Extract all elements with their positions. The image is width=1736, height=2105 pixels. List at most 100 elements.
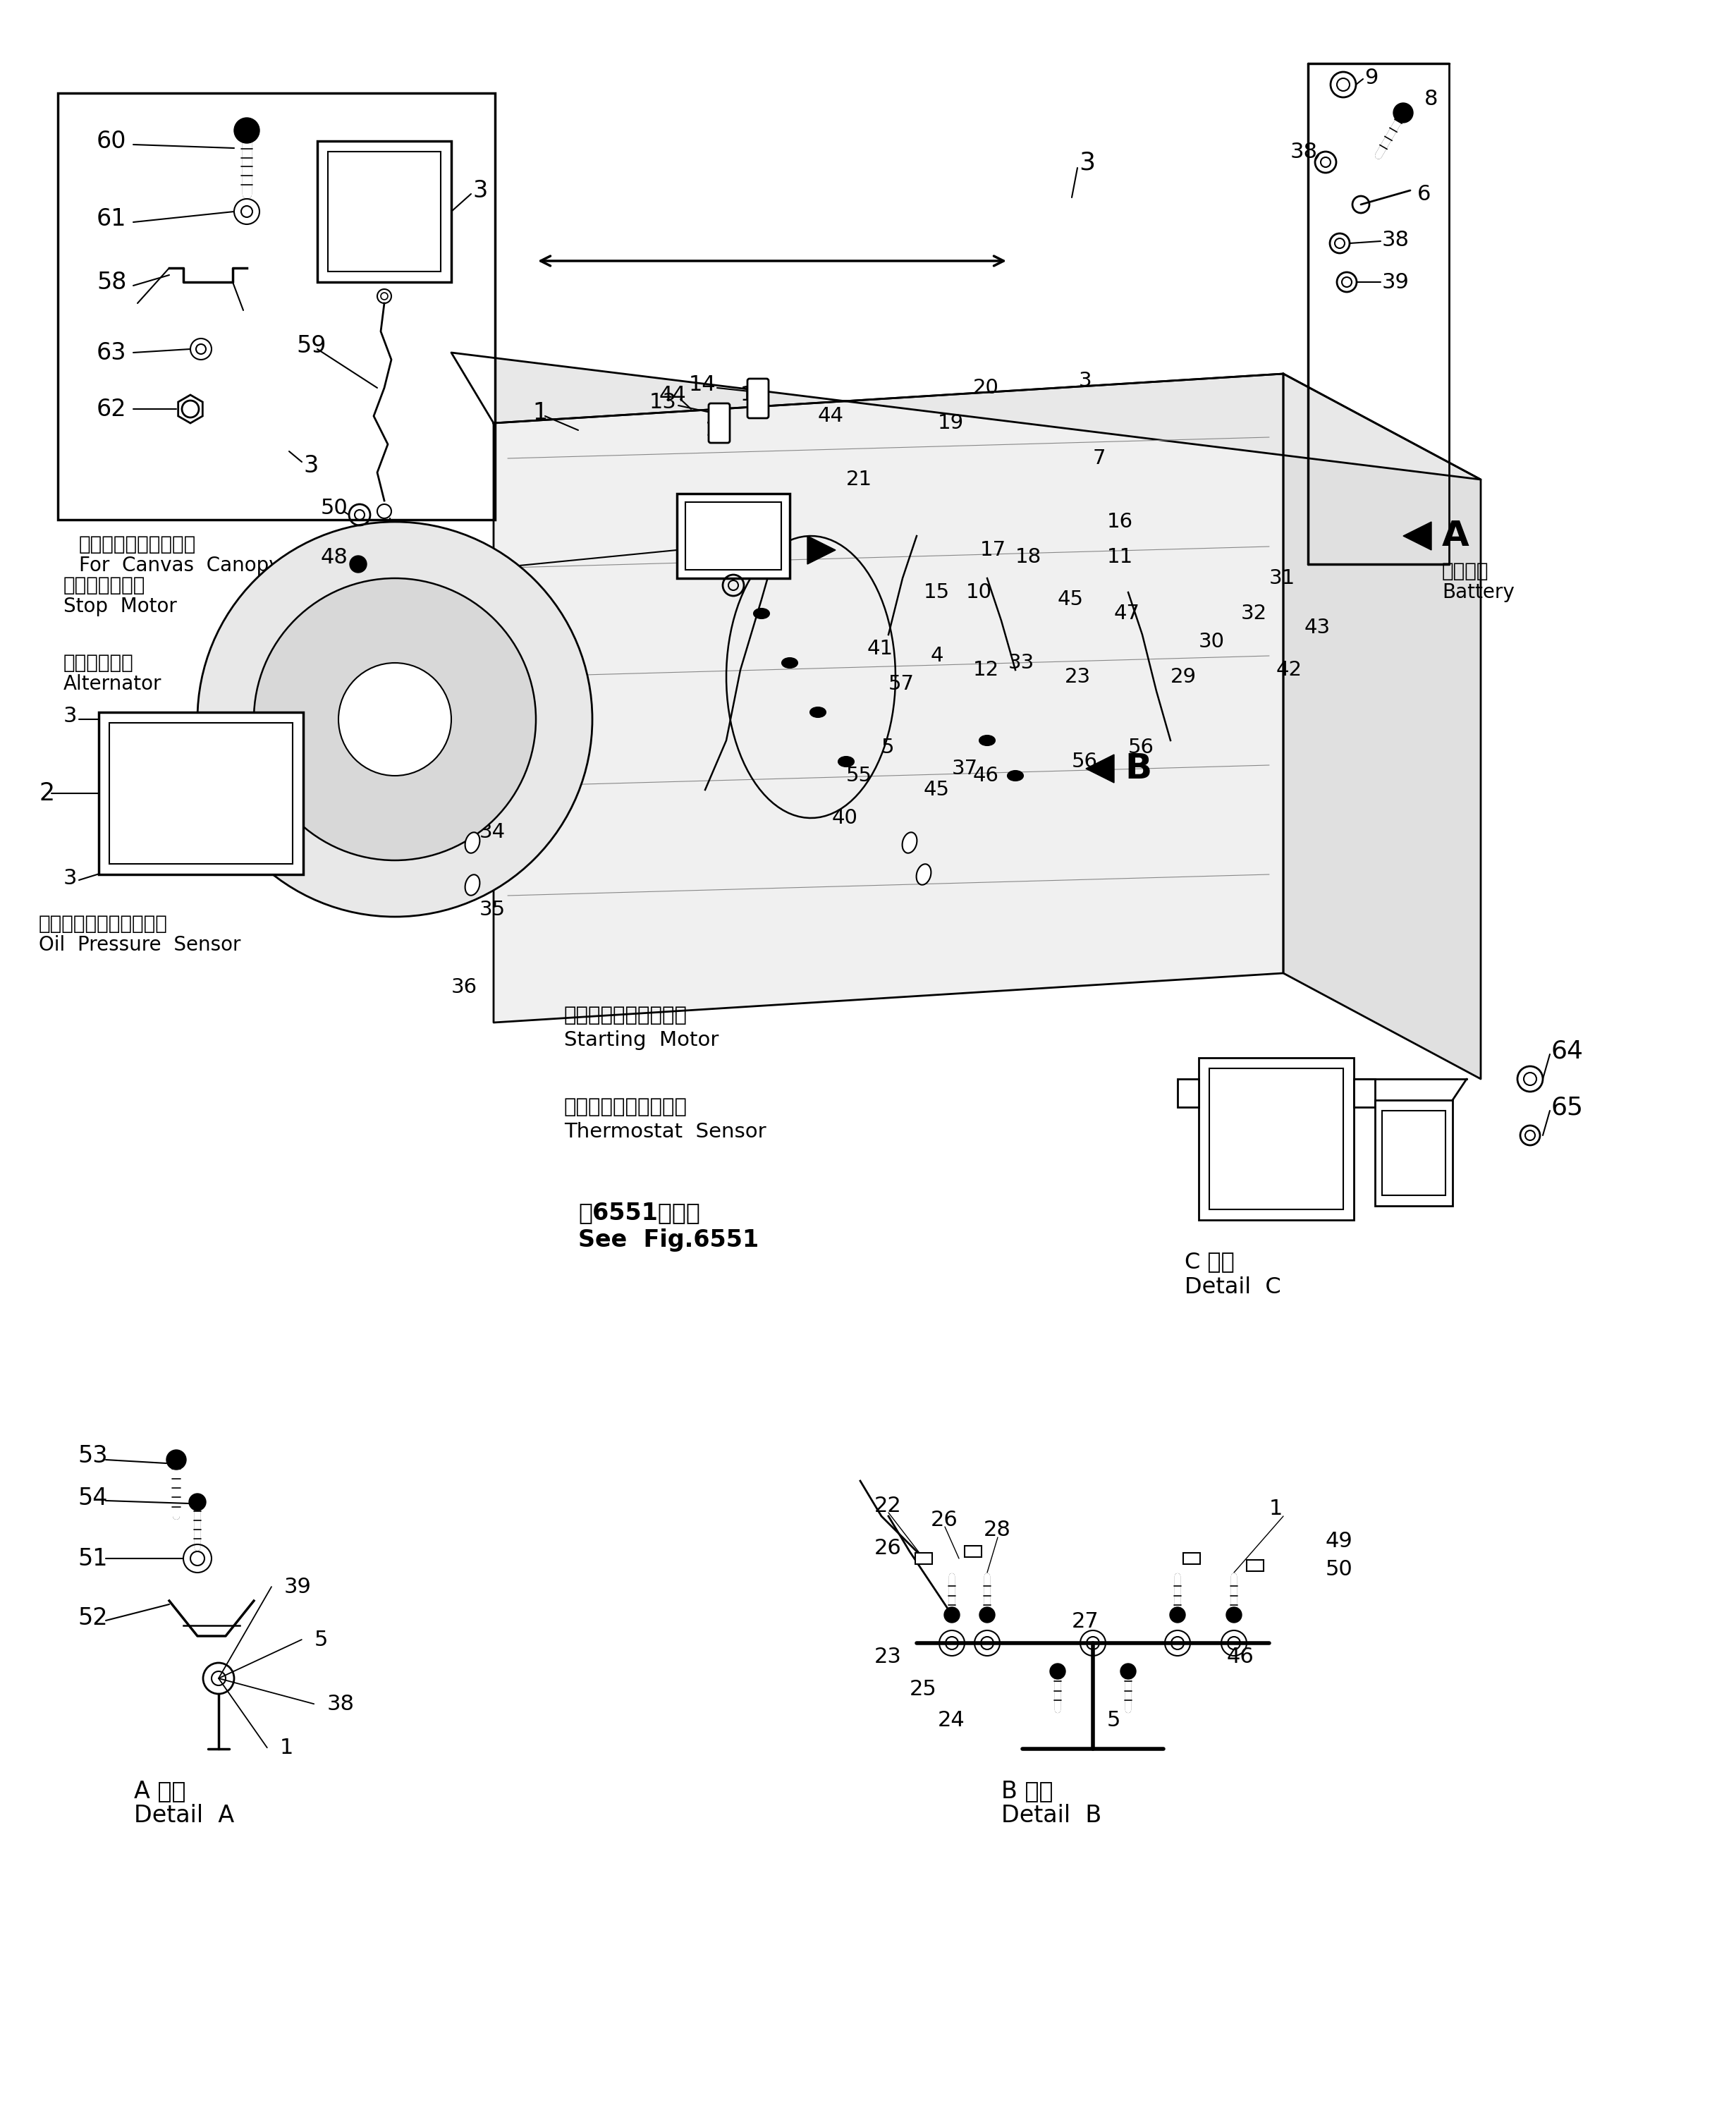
Text: 13: 13 xyxy=(649,392,677,413)
Text: 7: 7 xyxy=(1094,448,1106,467)
Text: 3: 3 xyxy=(64,867,76,888)
Bar xyxy=(915,1553,932,1564)
Text: 50: 50 xyxy=(321,497,349,518)
Ellipse shape xyxy=(1007,770,1023,781)
Text: 34: 34 xyxy=(479,823,505,842)
Text: 36: 36 xyxy=(451,977,477,998)
Text: Starting  Motor: Starting Motor xyxy=(564,1029,719,1050)
Bar xyxy=(1184,1553,1200,1564)
Text: Detail  A: Detail A xyxy=(134,1804,234,1827)
Text: Stop  Motor: Stop Motor xyxy=(64,596,177,617)
Circle shape xyxy=(944,1606,960,1623)
Text: スターティングモータ: スターティングモータ xyxy=(564,1006,687,1025)
Text: 3: 3 xyxy=(304,455,318,478)
Text: 46: 46 xyxy=(974,766,1000,785)
Circle shape xyxy=(1120,1663,1135,1680)
Text: 第6551図参照: 第6551図参照 xyxy=(578,1202,700,1225)
Text: 18: 18 xyxy=(1016,547,1042,566)
Ellipse shape xyxy=(781,659,797,667)
Text: 9: 9 xyxy=(1364,67,1378,88)
Text: 58: 58 xyxy=(97,269,127,295)
Text: 30: 30 xyxy=(1198,632,1226,653)
Polygon shape xyxy=(1087,754,1115,783)
Bar xyxy=(1375,1101,1453,1206)
Text: 45: 45 xyxy=(1057,589,1083,608)
Text: 24: 24 xyxy=(937,1711,965,1730)
Text: サーモスタットセンサ: サーモスタットセンサ xyxy=(564,1097,687,1118)
Bar xyxy=(1246,1560,1264,1570)
Text: Detail  B: Detail B xyxy=(1002,1804,1102,1827)
FancyBboxPatch shape xyxy=(708,404,729,442)
Text: 4: 4 xyxy=(930,646,944,665)
Text: 62: 62 xyxy=(97,398,127,421)
Text: 5: 5 xyxy=(1108,1711,1121,1730)
Text: 3: 3 xyxy=(472,179,488,202)
Text: 13: 13 xyxy=(705,421,731,440)
Text: バッテリ: バッテリ xyxy=(1443,562,1489,581)
Text: Oil  Pressure  Sensor: Oil Pressure Sensor xyxy=(38,935,241,956)
Bar xyxy=(57,93,495,520)
Text: 16: 16 xyxy=(1108,512,1134,533)
Ellipse shape xyxy=(465,876,479,895)
Text: 33: 33 xyxy=(1009,653,1035,674)
Text: ストップモータ: ストップモータ xyxy=(64,575,146,596)
Circle shape xyxy=(198,522,592,918)
Text: 14: 14 xyxy=(740,385,767,404)
Ellipse shape xyxy=(753,608,769,619)
Text: 23: 23 xyxy=(1064,667,1090,686)
Text: 11: 11 xyxy=(1108,547,1134,566)
Text: See  Fig.6551: See Fig.6551 xyxy=(578,1227,759,1250)
Text: 44: 44 xyxy=(818,406,844,425)
Text: 1: 1 xyxy=(533,400,547,425)
Text: 64: 64 xyxy=(1552,1038,1583,1063)
Ellipse shape xyxy=(465,831,479,853)
Text: Alternator: Alternator xyxy=(64,674,161,695)
Polygon shape xyxy=(179,396,203,423)
Text: 44: 44 xyxy=(660,385,687,404)
Text: 60: 60 xyxy=(97,128,127,154)
Text: 56: 56 xyxy=(1071,751,1097,770)
Ellipse shape xyxy=(917,863,930,884)
Text: 1: 1 xyxy=(1269,1499,1283,1520)
Text: 41: 41 xyxy=(868,640,894,659)
Text: 39: 39 xyxy=(285,1577,311,1598)
Text: A 詳細: A 詳細 xyxy=(134,1779,186,1802)
Text: 14: 14 xyxy=(689,375,715,394)
Text: 32: 32 xyxy=(1241,604,1267,623)
Text: 28: 28 xyxy=(984,1520,1010,1541)
Text: 3: 3 xyxy=(1078,370,1092,392)
Text: 48: 48 xyxy=(321,547,349,568)
Circle shape xyxy=(339,663,451,777)
Text: 35: 35 xyxy=(479,899,505,920)
Bar xyxy=(1210,1069,1344,1210)
Text: For  Canvas  Canopy: For Canvas Canopy xyxy=(78,556,281,575)
Text: C: C xyxy=(760,533,786,566)
Ellipse shape xyxy=(903,831,917,853)
Text: 46: 46 xyxy=(1227,1646,1253,1667)
Text: オイルプレッシャセンサ: オイルプレッシャセンサ xyxy=(38,914,168,935)
Text: 38: 38 xyxy=(326,1695,354,1713)
Text: 22: 22 xyxy=(875,1495,901,1516)
Text: 2: 2 xyxy=(38,781,54,806)
Text: 57: 57 xyxy=(889,674,915,695)
Text: 38: 38 xyxy=(1382,229,1410,250)
Text: C 詳細: C 詳細 xyxy=(1184,1250,1234,1274)
Text: 27: 27 xyxy=(1071,1612,1099,1631)
Text: オルタネータ: オルタネータ xyxy=(64,653,134,674)
Polygon shape xyxy=(807,537,835,564)
Text: キャンバスキャノピ用: キャンバスキャノピ用 xyxy=(78,535,196,554)
Bar xyxy=(109,722,293,863)
Polygon shape xyxy=(493,375,1283,1023)
Text: 52: 52 xyxy=(78,1606,108,1629)
Text: 15: 15 xyxy=(924,583,950,602)
Circle shape xyxy=(1170,1606,1186,1623)
Ellipse shape xyxy=(811,707,826,718)
Text: 5: 5 xyxy=(314,1629,328,1650)
Text: 53: 53 xyxy=(78,1444,108,1467)
Text: 40: 40 xyxy=(832,808,858,827)
Text: 10: 10 xyxy=(965,583,991,602)
Text: 37: 37 xyxy=(951,758,977,779)
Circle shape xyxy=(253,579,536,861)
Text: Battery: Battery xyxy=(1443,583,1514,602)
Text: 43: 43 xyxy=(1304,617,1332,638)
